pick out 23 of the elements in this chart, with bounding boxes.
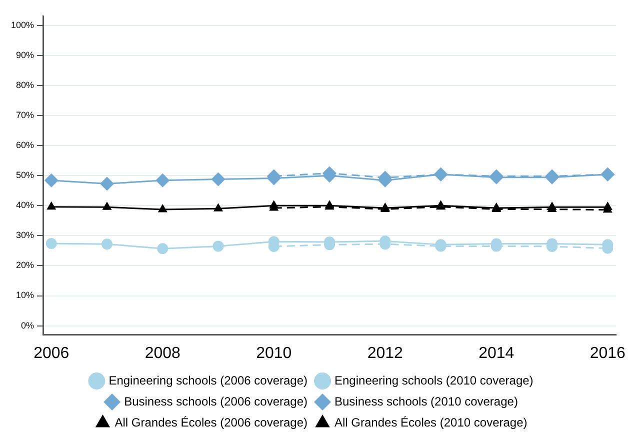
legend-label: Engineering schools (2006 coverage) (108, 373, 308, 388)
y-tick-label: 10% (16, 290, 34, 300)
y-tick-label: 80% (16, 80, 34, 90)
legend-label: Business schools (2006 coverage) (124, 394, 308, 408)
y-tick-label: 30% (16, 230, 34, 240)
y-tick-label: 20% (16, 260, 34, 270)
y-tick-label: 100% (10, 20, 34, 30)
y-tick-label: 70% (16, 110, 34, 120)
y-tick-label: 50% (16, 170, 34, 180)
y-tick-label: 60% (16, 140, 34, 150)
y-tick-label: 40% (16, 200, 34, 210)
legend-label: Engineering schools (2010 coverage) (334, 373, 534, 388)
x-tick-label: 2012 (367, 344, 404, 362)
x-tick-label: 2008 (144, 344, 181, 362)
x-tick-label: 2010 (256, 344, 292, 362)
legend-label: Business schools (2010 coverage) (334, 394, 518, 408)
y-tick-label: 0% (21, 320, 34, 330)
x-tick-label: 2014 (478, 344, 514, 362)
y-tick-label: 90% (16, 50, 34, 60)
legend-label: All Grandes Écoles (2010 coverage) (334, 415, 528, 430)
legend-label: All Grandes Écoles (2006 coverage) (114, 415, 308, 430)
x-tick-label: 2016 (590, 344, 626, 362)
x-tick-label: 2006 (34, 344, 70, 362)
